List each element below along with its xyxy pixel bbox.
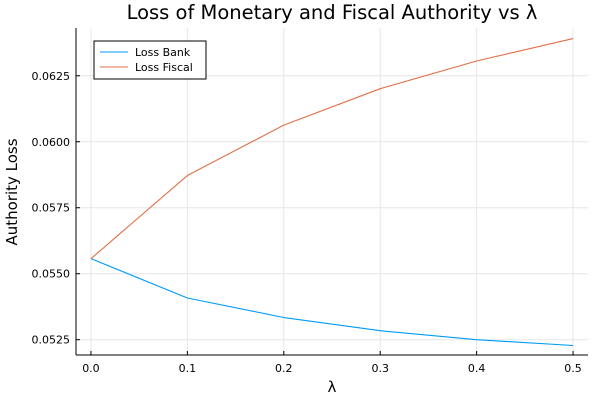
x-tick-label: 0.2: [275, 362, 293, 375]
x-tick-label: 0.5: [564, 362, 582, 375]
chart-title: Loss of Monetary and Fiscal Authority vs…: [127, 1, 538, 24]
legend-label: Loss Fiscal: [135, 61, 193, 74]
y-tick-label: 0.0525: [32, 334, 71, 347]
series-line-loss-fiscal: [90, 38, 574, 260]
legend-box: [93, 40, 207, 80]
x-tick-label: 0.0: [82, 362, 100, 375]
tick-labels: 0.0 0.1 0.2 0.3 0.4 0.5 0.0525 0.0550 0.0575 0.06…: [32, 70, 582, 375]
x-axis-label: λ: [328, 378, 337, 396]
y-axis-label: Authority Loss: [3, 138, 21, 245]
x-tick-label: 0.3: [371, 362, 389, 375]
series-layer: [90, 38, 574, 347]
y-tick-label: 0.0575: [32, 202, 71, 215]
legend-label: Loss Bank: [135, 46, 191, 59]
legend: Loss Bank Loss Fiscal: [93, 40, 207, 80]
x-tick-label: 0.1: [179, 362, 197, 375]
y-tick-label: 0.0625: [32, 70, 71, 83]
series-line-loss-bank: [90, 258, 574, 347]
x-tick-label: 0.4: [468, 362, 486, 375]
y-tick-label: 0.0550: [32, 268, 71, 281]
axes: [75, 28, 588, 356]
y-tick-label: 0.0600: [32, 136, 71, 149]
